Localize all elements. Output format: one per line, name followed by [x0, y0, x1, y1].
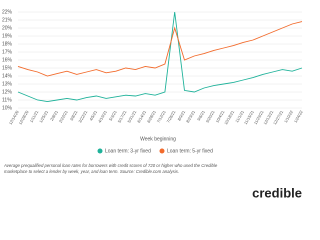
y-tick-label: 17%	[2, 49, 13, 55]
caption: Average prequalified personal loan rates…	[4, 163, 218, 174]
x-tick-label: 2/8/21	[49, 109, 59, 122]
x-tick-label: 4/5/21	[88, 109, 98, 122]
y-tick-label: 19%	[2, 33, 13, 39]
caption-box: Average prequalified personal loan rates…	[4, 163, 218, 174]
legend-marker	[97, 148, 103, 154]
x-tick-label: 3/22/21	[77, 109, 88, 124]
legend-label: Loan term: 3-yr fixed	[105, 148, 151, 154]
x-tick-label: 12/28/20	[17, 109, 30, 126]
x-tick-label: 6/28/21	[146, 109, 157, 124]
x-tick-label: 12/27/21	[272, 109, 285, 126]
x-tick-label: 1/24/22	[293, 109, 304, 124]
x-tick-label: 8/9/21	[176, 109, 186, 122]
x-tick-label: 7/12/21	[156, 109, 167, 124]
y-tick-label: 20%	[2, 25, 13, 31]
line-series	[17, 21, 303, 77]
legend-label: Loan term: 5-yr fixed	[167, 148, 213, 154]
x-tick-label: 6/14/21	[136, 109, 147, 124]
x-tick-label: 4/19/21	[97, 109, 108, 124]
x-tick-label: 3/8/21	[69, 109, 79, 122]
y-tick-label: 18%	[2, 41, 13, 47]
x-tick-label: 2/22/21	[58, 109, 69, 124]
x-tick-label: 1/25/21	[38, 109, 49, 124]
x-axis-label: Week beginning	[140, 136, 176, 142]
x-tick-label: 9/20/21	[205, 109, 216, 124]
legend-marker	[159, 148, 165, 154]
y-tick-label: 10%	[2, 105, 13, 111]
y-tick-label: 22%	[2, 9, 13, 15]
x-tick-label: 1/11/21	[29, 109, 40, 123]
chart: Week beginning Average prequalified pers…	[2, 9, 304, 200]
x-tick-label: 7/26/21	[165, 109, 176, 124]
x-tick-label: 11/1/21	[234, 109, 245, 123]
y-tick-label: 16%	[2, 57, 13, 63]
x-tick-label: 9/6/21	[196, 109, 206, 122]
x-tick-label: 10/4/21	[214, 109, 225, 124]
y-tick-label: 15%	[2, 65, 13, 71]
x-tick-label: 10/18/21	[223, 109, 236, 126]
x-tick-label: 5/31/21	[126, 109, 137, 124]
y-tick-label: 14%	[2, 73, 13, 79]
line-series	[17, 11, 303, 103]
y-tick-label: 12%	[2, 89, 13, 95]
x-tick-label: 5/17/21	[117, 109, 128, 124]
logo: credible	[252, 185, 302, 200]
y-tick-label: 13%	[2, 81, 13, 87]
y-tick-label: 21%	[2, 17, 13, 23]
x-tick-label: 1/10/22	[283, 109, 294, 124]
x-tick-label: 5/3/21	[108, 109, 118, 122]
y-tick-label: 11%	[2, 97, 12, 103]
x-tick-label: 8/23/21	[185, 109, 196, 124]
